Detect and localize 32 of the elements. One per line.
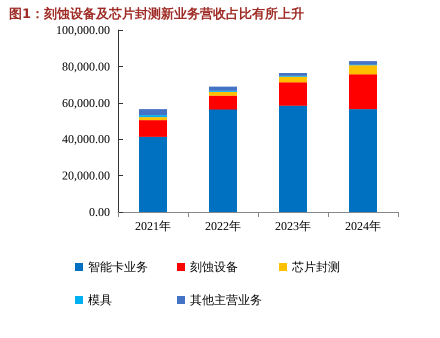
- chart-title: 图1：刻蚀设备及芯片封测新业务营收占比有所上升: [9, 6, 304, 22]
- legend-label: 刻蚀设备: [190, 260, 238, 274]
- bar: [139, 117, 167, 120]
- bar: [139, 120, 167, 137]
- bar: [209, 92, 237, 96]
- bar: [209, 96, 237, 110]
- bar: [349, 109, 377, 212]
- bar: [139, 136, 167, 212]
- bar: [349, 61, 377, 65]
- bar: [209, 110, 237, 212]
- bar: [139, 109, 167, 116]
- legend-label: 芯片封测: [291, 260, 340, 274]
- y-tick-label: 80,000.00: [62, 59, 110, 74]
- bar: [279, 72, 307, 76]
- bar: [279, 106, 307, 212]
- bar: [279, 76, 307, 82]
- bar: [349, 74, 377, 110]
- y-tick-label: 100,000.00: [56, 23, 110, 37]
- legend-label: 模具: [88, 293, 112, 307]
- x-tick-label: 2022年: [205, 219, 241, 233]
- x-tick-label: 2021年: [135, 219, 171, 233]
- y-tick-label: 60,000.00: [62, 96, 110, 110]
- legend-label: 其他主营业务: [190, 293, 262, 307]
- bar: [209, 86, 237, 91]
- bar: [279, 82, 307, 106]
- y-tick-label: 20,000.00: [62, 168, 110, 183]
- y-tick-label: 0.00: [89, 205, 110, 219]
- x-tick-label: 2023年: [275, 219, 311, 233]
- bar: [349, 65, 377, 74]
- y-tick-label: 40,000.00: [62, 132, 110, 146]
- x-tick-label: 2024年: [345, 219, 381, 233]
- legend-label: 智能卡业务: [88, 260, 148, 274]
